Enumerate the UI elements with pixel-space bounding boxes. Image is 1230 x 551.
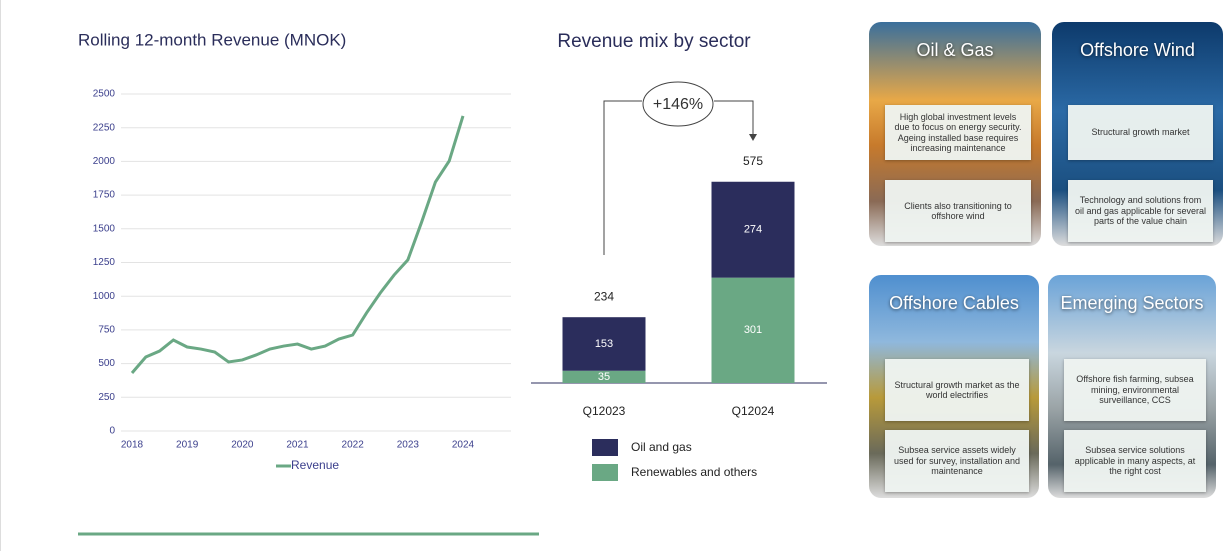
legend-swatch [592,464,618,481]
legend-label: Oil and gas [631,440,692,454]
bar-value-label: 274 [744,224,762,236]
bar-value-label: 301 [744,324,762,336]
card-box: High global investment levels due to foc… [885,105,1031,160]
card: Oil & Gas High global investment levels … [869,22,1041,246]
legend-label: Renewables and others [631,465,757,479]
x-tick-label: 2022 [342,440,365,451]
y-tick-label: 1250 [93,257,116,268]
bar-total-label: 575 [743,154,763,168]
card: Emerging Sectors Offshore fish farming, … [1048,275,1216,498]
card-title: Offshore Cables [889,293,1019,313]
card-box: Subsea service solutions applicable in m… [1064,430,1206,492]
card-title: Offshore Wind [1080,40,1195,60]
arrow-head [749,134,757,141]
y-tick-label: 2250 [93,122,116,133]
card-box: Offshore fish farming, subsea mining, en… [1064,359,1206,421]
legend-label: Revenue [291,458,339,472]
card: Offshore Cables Structural growth market… [869,275,1039,498]
card-box: Clients also transitioning to offshore w… [885,180,1031,242]
x-tick-label: 2019 [176,440,199,451]
x-tick-label: 2021 [286,440,309,451]
legend-swatch [592,439,618,456]
x-tick-label: Q12023 [583,404,626,418]
y-tick-label: 1000 [93,291,116,302]
bar-chart-title: Revenue mix by sector [557,31,751,52]
bar-segment [711,277,795,383]
line-chart-title: Rolling 12-month Revenue (MNOK) [78,30,346,49]
y-tick-label: 2500 [93,89,116,100]
y-tick-label: 0 [109,426,115,437]
card-box: Structural growth market as the world el… [885,359,1029,421]
bar-value-label: 35 [598,371,610,383]
card-title: Emerging Sectors [1060,293,1204,313]
x-tick-label: 2020 [231,440,254,451]
card: Offshore Wind Structural growth market T… [1052,22,1223,246]
bar-total-label: 234 [594,289,614,303]
y-tick-label: 750 [98,325,115,336]
card-box: Structural growth market [1068,105,1213,160]
bracket [603,100,754,255]
y-tick-label: 1500 [93,223,116,234]
bar-segment [562,370,646,383]
annotation-ellipse [642,81,714,127]
line [130,115,465,375]
x-tick-label: Q12024 [732,404,775,418]
x-tick-label: 2023 [397,440,420,451]
x-tick-label: 2024 [452,440,475,451]
x-tick-label: 2018 [121,440,144,451]
y-tick-label: 1750 [93,190,116,201]
bar-segment [562,317,646,371]
y-tick-label: 500 [98,358,115,369]
bar-value-label: 153 [595,338,613,350]
y-tick-label: 250 [98,392,115,403]
card-title: Oil & Gas [916,40,994,60]
card-box: Subsea service assets widely used for su… [885,430,1029,492]
annotation: +146% [653,96,703,113]
bar-segment [711,181,795,278]
card-box: Technology and solutions from oil and ga… [1068,180,1213,242]
y-tick-label: 2000 [93,156,116,167]
